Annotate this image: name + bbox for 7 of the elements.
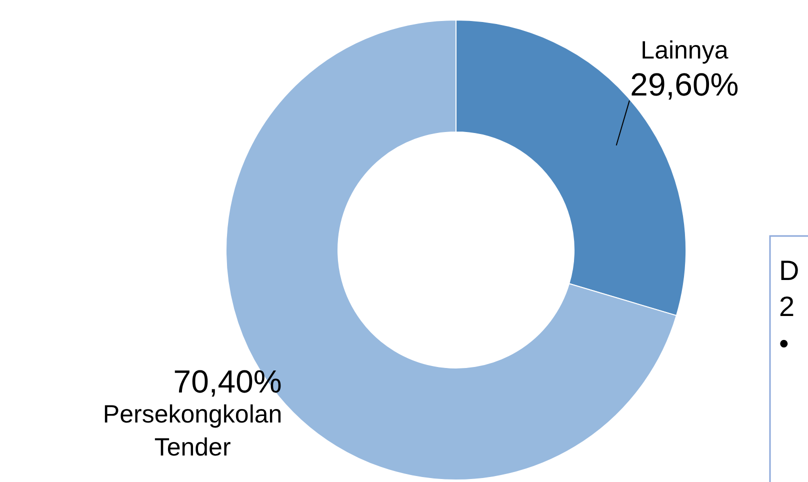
text: • xyxy=(779,328,789,359)
data-label: 29,60% xyxy=(630,66,739,103)
text: D xyxy=(779,255,800,286)
slice-label: Persekongkolan Tender xyxy=(102,400,282,462)
slice-label: Lainnya xyxy=(640,36,728,65)
data-label: 70,40% xyxy=(173,363,282,400)
text: 2 xyxy=(779,291,795,322)
